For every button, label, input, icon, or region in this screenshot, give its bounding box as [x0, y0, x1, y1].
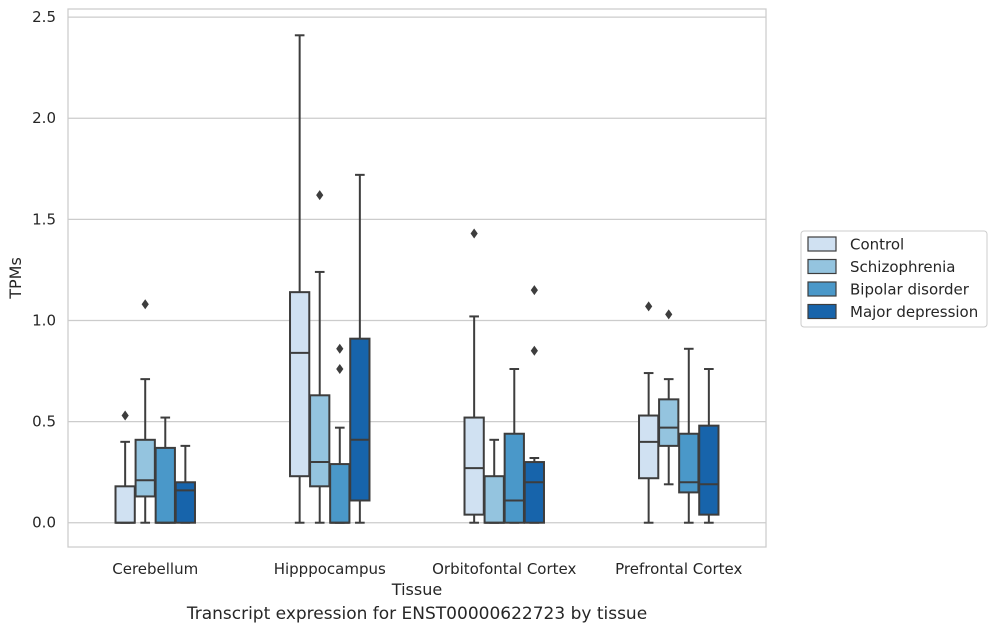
x-tick-label: Prefrontal Cortex — [615, 560, 742, 578]
box — [154, 446, 176, 524]
legend-label: Major depression — [850, 303, 978, 321]
y-tick-label: 2.5 — [32, 8, 56, 26]
x-axis-label: Tissue — [391, 580, 442, 599]
boxes-layer — [114, 34, 720, 524]
box — [483, 475, 505, 524]
outlier-point — [336, 343, 344, 354]
box — [678, 432, 700, 494]
x-tick-labels: Cerebellum Hipppocampus Orbitofontal Corte… — [112, 560, 742, 578]
box — [329, 463, 351, 524]
box — [289, 291, 311, 478]
box-group — [309, 190, 331, 524]
x-tick-label: Hipppocampus — [274, 560, 386, 578]
box-group — [329, 343, 351, 524]
legend-swatch — [807, 258, 837, 275]
box-group — [289, 34, 311, 524]
legend-swatch — [807, 303, 837, 320]
legend: Control Schizophrenia Bipolar disorder Majo… — [800, 230, 988, 328]
y-tick-label: 1.0 — [32, 311, 56, 329]
box-group — [658, 309, 680, 486]
box-group — [678, 347, 700, 524]
box — [174, 481, 196, 524]
outlier-point — [121, 410, 129, 421]
box-group — [349, 173, 371, 524]
y-tick-label: 1.5 — [32, 210, 56, 228]
y-axis-label: TPMs — [6, 257, 25, 300]
legend-label: Control — [850, 236, 904, 254]
x-tick-label: Cerebellum — [112, 560, 198, 578]
outlier-point — [530, 285, 538, 296]
chart-caption: Transcript expression for ENST0000062272… — [186, 604, 648, 624]
box-group — [134, 299, 156, 524]
box — [698, 424, 720, 516]
box — [349, 337, 371, 502]
outlier-point — [665, 309, 673, 320]
box-group — [174, 444, 196, 524]
outlier-point — [645, 301, 653, 312]
box — [134, 438, 156, 498]
box — [463, 416, 485, 516]
x-tick-label: Orbitofontal Cortex — [432, 560, 576, 578]
y-tick-label: 2.0 — [32, 109, 56, 127]
y-tick-labels: 0.0 0.5 1.0 1.5 2.0 2.5 — [32, 8, 56, 532]
outlier-point — [336, 364, 344, 375]
box — [503, 432, 525, 524]
outlier-point — [530, 345, 538, 356]
box-group — [154, 416, 176, 524]
box-group — [523, 285, 545, 524]
y-tick-label: 0.5 — [32, 413, 56, 431]
box — [638, 414, 660, 480]
legend-label: Bipolar disorder — [850, 281, 970, 299]
box — [523, 461, 545, 524]
box — [114, 485, 136, 524]
box — [309, 394, 331, 488]
box-group — [463, 228, 485, 524]
box-group — [114, 410, 136, 524]
outlier-point — [316, 190, 324, 201]
box-group — [483, 438, 505, 524]
outlier-point — [470, 228, 478, 239]
plot-frame — [67, 8, 767, 548]
legend-frame — [800, 230, 988, 328]
legend-label: Schizophrenia — [850, 258, 955, 276]
box-group — [698, 368, 720, 524]
box-group — [638, 301, 660, 524]
legend-swatch — [807, 236, 837, 252]
y-tick-label: 0.0 — [32, 514, 56, 532]
box-group — [503, 368, 525, 524]
box — [658, 398, 680, 447]
grid-layer — [68, 16, 766, 524]
outlier-point — [141, 299, 149, 310]
legend-swatch — [807, 281, 837, 297]
